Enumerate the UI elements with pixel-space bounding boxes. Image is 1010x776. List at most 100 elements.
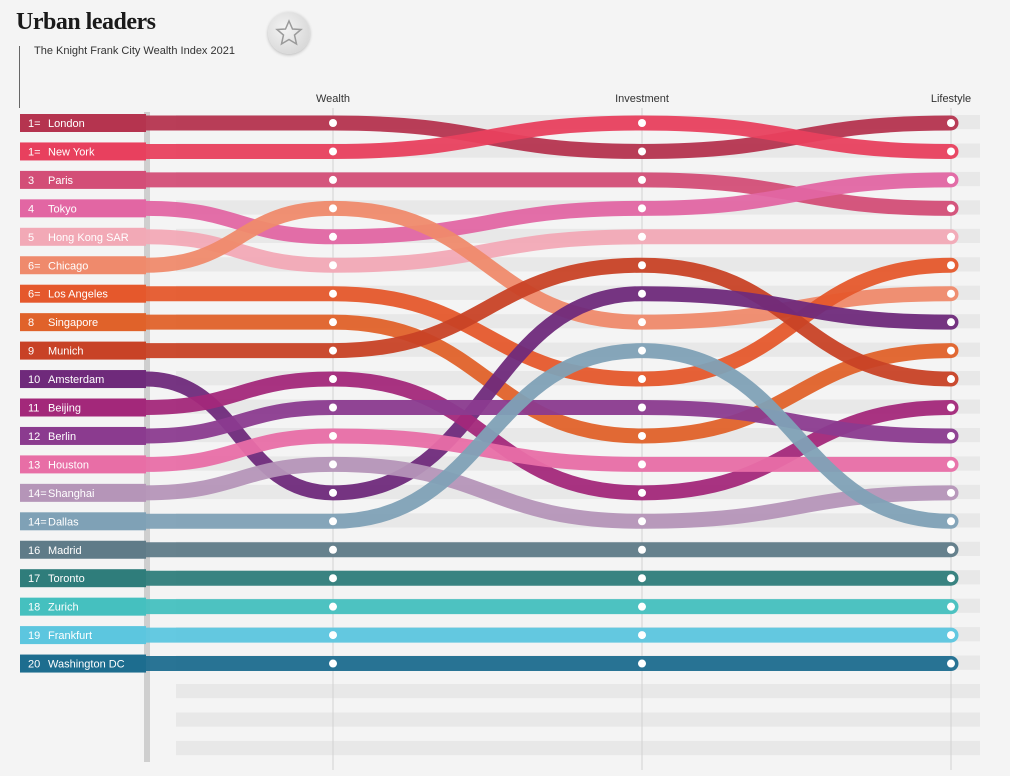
rank-dot	[947, 403, 955, 412]
city-name: Munich	[48, 346, 83, 358]
rank-number: 5	[28, 232, 34, 244]
rank-dot	[638, 631, 646, 640]
rank-number: 9	[28, 346, 34, 358]
city-name: Amsterdam	[48, 374, 104, 386]
rank-dot	[947, 232, 955, 241]
rank-label-bg	[20, 341, 146, 360]
rank-number: 6=	[28, 289, 41, 301]
rank-dot	[947, 175, 955, 184]
city-name: Tokyo	[48, 203, 77, 215]
rank-dot	[329, 545, 337, 554]
rank-dot	[329, 261, 337, 270]
rank-dot	[329, 147, 337, 156]
rank-dot	[947, 147, 955, 156]
rank-dot	[638, 602, 646, 611]
city-name: Frankfurt	[48, 630, 92, 642]
city-name: Madrid	[48, 545, 82, 557]
city-name: Shanghai	[48, 488, 95, 500]
series-line-dallas	[112, 343, 959, 529]
grid-stripe	[176, 684, 980, 699]
rank-label-bg	[20, 512, 146, 531]
column-label-lifestyle: Lifestyle	[930, 93, 972, 105]
rank-dot	[638, 574, 646, 583]
rank-label-bg	[20, 597, 146, 616]
rank-dot	[638, 147, 646, 156]
city-name: Washington DC	[48, 659, 125, 671]
rank-dot	[638, 346, 646, 355]
rank-dot	[947, 460, 955, 469]
rank-dot	[329, 460, 337, 469]
city-name: Paris	[48, 175, 74, 187]
rank-dot	[947, 659, 955, 668]
column-label-investment: Investment	[615, 93, 669, 105]
city-name: Zurich	[48, 602, 79, 614]
rank-dot	[947, 289, 955, 298]
rank-dot	[947, 488, 955, 497]
rank-label-bg	[20, 654, 146, 673]
rank-dot	[329, 517, 337, 526]
column-label-wealth: Wealth	[315, 93, 351, 105]
rank-dot	[638, 232, 646, 241]
rank-dot	[329, 204, 337, 213]
rank-dot	[947, 517, 955, 526]
rank-dot	[947, 204, 955, 213]
rank-dot	[329, 631, 337, 640]
rank-label-bg	[20, 455, 146, 474]
rank-label-bg	[20, 114, 146, 132]
rank-number: 6=	[28, 260, 41, 272]
rank-number: 18	[28, 602, 40, 614]
rank-dot	[638, 119, 646, 127]
rank-dot	[638, 261, 646, 270]
city-name: New York	[48, 146, 95, 158]
rank-label-bg	[20, 142, 146, 161]
rank-dot	[638, 659, 646, 668]
rank-dot	[329, 375, 337, 384]
rank-dot	[947, 602, 955, 611]
rank-number: 4	[28, 203, 34, 215]
rank-dot	[329, 431, 337, 440]
rank-number: 12	[28, 431, 40, 443]
series-line-houston	[112, 428, 959, 472]
rank-dot	[638, 460, 646, 469]
rank-dot	[638, 488, 646, 497]
rank-dot	[638, 204, 646, 213]
series-line-new-york	[112, 115, 959, 159]
grid-stripe	[176, 712, 980, 727]
rank-label-bg	[20, 483, 146, 502]
rank-dot	[947, 545, 955, 554]
series-line-tokyo	[112, 172, 959, 245]
city-name: Houston	[48, 459, 89, 471]
rank-number: 14=	[28, 516, 47, 528]
rank-dot	[947, 119, 955, 127]
series-lines	[112, 115, 959, 672]
series-line-amsterdam	[112, 286, 959, 501]
chart-subtitle: The Knight Frank City Wealth Index 2021	[34, 45, 235, 57]
rank-dot	[638, 403, 646, 412]
rank-dot	[329, 574, 337, 583]
rank-label-bg	[20, 227, 146, 246]
rank-dot	[329, 318, 337, 327]
rank-dot	[947, 431, 955, 440]
rank-dot	[947, 574, 955, 583]
rank-dot	[947, 631, 955, 640]
city-name: Berlin	[48, 431, 76, 443]
rank-dot	[329, 659, 337, 668]
rank-dot	[638, 545, 646, 554]
rank-dot	[638, 289, 646, 298]
rank-dots	[329, 119, 955, 668]
rank-dot	[947, 318, 955, 327]
title-rule	[19, 46, 20, 108]
rank-label-bg	[20, 370, 146, 389]
rank-dot	[947, 261, 955, 270]
rank-number: 20	[28, 659, 40, 671]
rank-dot	[329, 232, 337, 241]
city-name: Singapore	[48, 317, 98, 329]
rank-number: 13	[28, 459, 40, 471]
city-name: Dallas	[48, 516, 79, 528]
rank-number: 1=	[28, 146, 41, 158]
chart-title: Urban leaders	[16, 9, 156, 35]
rank-number: 3	[28, 175, 34, 187]
rank-number: 8	[28, 317, 34, 329]
rank-label-bg	[20, 199, 146, 218]
